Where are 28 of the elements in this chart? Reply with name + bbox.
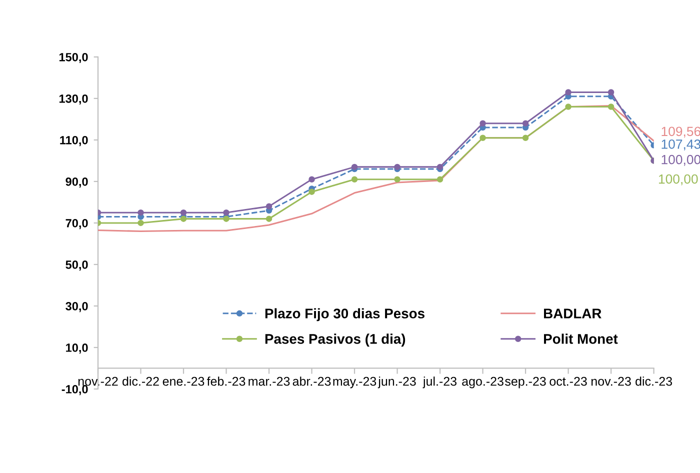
y-tick-label: 90,0 (66, 178, 88, 188)
legend-label: Plazo Fijo 30 dias Pesos (265, 308, 424, 322)
y-tick-label: 110,0 (60, 136, 88, 146)
y-tick-label: 70,0 (66, 219, 88, 230)
legend-label: Pases Pasivos (1 dia) (265, 334, 406, 347)
y-tick-label: 150,0 (59, 52, 88, 64)
x-tick-label: nov.-22 (78, 376, 118, 386)
y-tick-label: 30,0 (66, 302, 88, 312)
y-tick-label: 50,0 (66, 260, 88, 271)
x-tick-label: ago.-23 (462, 376, 504, 388)
y-tick-label: 130,0 (59, 94, 88, 105)
x-tick-label: sep.-23 (505, 376, 546, 388)
legend-label: BADLAR (544, 308, 602, 318)
x-tick-label: feb.-23 (206, 376, 246, 386)
data-label: 100,00 (658, 174, 698, 186)
x-tick-label: nov.-23 (591, 376, 631, 386)
x-tick-label: dic.-23 (636, 376, 672, 386)
x-tick-label: may.-23 (333, 376, 376, 388)
y-tick-label: -10,0 (62, 385, 88, 396)
x-tick-label: mar.-23 (248, 376, 290, 386)
x-tick-label: abr.-23 (292, 376, 331, 386)
x-tick-label: dic.-22 (122, 376, 159, 386)
x-tick-label: jun.-23 (378, 376, 416, 388)
x-tick-label: jul.-23 (422, 376, 457, 388)
legend-label: Polit Monet (544, 334, 618, 344)
x-tick-label: oct.-23 (550, 376, 587, 386)
y-tick-label: 10,0 (66, 344, 88, 354)
x-tick-label: ene.-23 (162, 376, 204, 386)
